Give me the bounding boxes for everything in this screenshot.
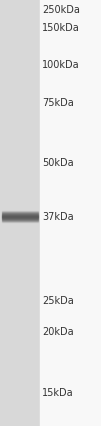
Bar: [2, 219, 38, 220]
Bar: [2, 212, 38, 213]
Bar: [2, 216, 38, 217]
Bar: [2, 221, 38, 222]
Text: 100kDa: 100kDa: [42, 60, 80, 70]
Bar: [2, 220, 38, 221]
Bar: [2, 218, 38, 219]
Text: 250kDa: 250kDa: [42, 5, 80, 15]
Bar: [0, 0, 40, 426]
Text: 20kDa: 20kDa: [42, 326, 74, 336]
Text: 75kDa: 75kDa: [42, 98, 74, 108]
Text: 15kDa: 15kDa: [42, 387, 74, 397]
Bar: [2, 215, 38, 216]
Text: 25kDa: 25kDa: [42, 295, 74, 305]
Bar: [2, 214, 38, 215]
Bar: [2, 213, 38, 214]
Bar: [40, 0, 101, 426]
Text: 37kDa: 37kDa: [42, 211, 74, 222]
Text: 150kDa: 150kDa: [42, 23, 80, 33]
Text: 50kDa: 50kDa: [42, 158, 74, 167]
Bar: [2, 217, 38, 218]
Bar: [2, 211, 38, 212]
